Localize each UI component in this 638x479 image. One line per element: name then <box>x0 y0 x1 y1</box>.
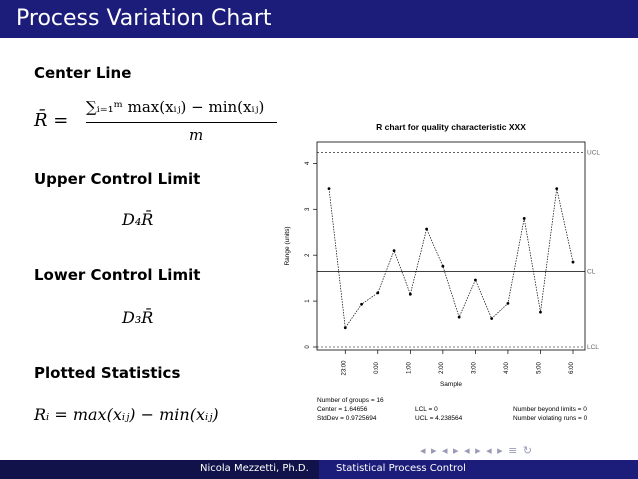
data-point <box>441 264 445 268</box>
footer-bar: Nicola Mezzetti, Ph.D. Statistical Proce… <box>0 460 638 479</box>
slide-title: Process Variation Chart <box>16 6 272 31</box>
x-tick-label: 1:00 <box>406 362 412 374</box>
data-point <box>474 278 477 282</box>
data-point <box>522 217 526 220</box>
center-line-denominator: m <box>189 126 204 144</box>
ucl-label: UCL <box>587 149 600 156</box>
stats-center: Center = 1.64656 <box>317 406 368 413</box>
plotted-formula: Rᵢ = max(xᵢⱼ) − min(xᵢⱼ) <box>34 405 219 424</box>
r-chart-panel: R chart for quality characteristic XXX 0 1… <box>277 104 607 440</box>
slide-title-bar: Process Variation Chart <box>0 0 638 38</box>
data-point <box>555 187 559 191</box>
lcl-label: LCL <box>587 344 599 351</box>
data-point <box>408 292 412 296</box>
series-line <box>328 188 574 329</box>
x-tick-label: 23:00 <box>341 360 347 376</box>
center-line-formula: R̄ = ∑ᵢ₌₁ᵐ max(xᵢⱼ) − min(xᵢⱼ) m <box>34 98 312 158</box>
y-tick-label: 4 <box>305 161 311 165</box>
data-point <box>343 326 347 330</box>
y-tick-label: 2 <box>305 253 311 257</box>
footer-right: Statistical Process Control <box>319 460 638 479</box>
x-tick-label: 0:00 <box>374 362 380 374</box>
data-point <box>392 249 396 252</box>
footer-left: Nicola Mezzetti, Ph.D. <box>0 460 319 479</box>
x-tick-label: 5:00 <box>536 362 542 374</box>
data-point <box>457 315 461 319</box>
stats-ucl: UCL = 4.238564 <box>415 415 463 422</box>
y-tick-label: 1 <box>305 299 311 303</box>
data-point <box>571 260 575 264</box>
chart-title: R chart for quality characteristic XXX <box>376 122 526 132</box>
x-tick-label: 2:00 <box>439 362 445 374</box>
data-point <box>425 227 428 231</box>
cl-label: CL <box>587 268 596 275</box>
stats-stddev: StdDev = 0.9725694 <box>317 415 377 422</box>
center-line-heading: Center Line <box>34 64 132 82</box>
y-tick-label: 0 <box>305 345 311 349</box>
center-line-numerator: ∑ᵢ₌₁ᵐ max(xᵢⱼ) − min(xᵢⱼ) <box>86 98 265 116</box>
x-tick-label: 4:00 <box>504 362 510 374</box>
x-tick-label: 6:00 <box>569 362 575 374</box>
x-axis-label: Sample <box>440 381 462 388</box>
data-point <box>360 302 363 306</box>
center-line-lhs: R̄ = <box>34 110 69 131</box>
plotted-heading: Plotted Statistics <box>34 364 181 382</box>
stats-beyond: Number beyond limits = 0 <box>513 406 587 413</box>
plot-area-frame <box>316 141 586 351</box>
footer-talk-title: Statistical Process Control <box>336 463 466 474</box>
y-tick-label: 3 <box>305 207 311 211</box>
ucl-heading: Upper Control Limit <box>34 170 201 188</box>
lcl-formula: D₃R̄ <box>122 308 154 327</box>
data-point <box>327 187 331 191</box>
ucl-formula: D₄R̄ <box>122 210 154 229</box>
beamer-navigation-symbols[interactable]: ◂ ▸ ◂ ▸ ◂ ▸ ◂ ▸ ≡ ↻ <box>420 444 534 457</box>
data-point <box>490 317 494 320</box>
lcl-heading: Lower Control Limit <box>34 266 201 284</box>
r-chart: R chart for quality characteristic XXX 0 1… <box>277 104 607 440</box>
x-tick-label: 3:00 <box>471 362 477 374</box>
fraction-bar <box>86 122 312 123</box>
footer-author: Nicola Mezzetti, Ph.D. <box>200 463 309 474</box>
stats-groups: Number of groups = 16 <box>317 397 384 404</box>
y-axis-label: Range (units) <box>284 226 291 265</box>
stats-lcl: LCL = 0 <box>415 406 438 413</box>
data-point <box>539 310 542 314</box>
data-point <box>506 301 510 305</box>
data-point <box>376 291 380 295</box>
stats-violating: Number violating runs = 0 <box>513 415 588 422</box>
